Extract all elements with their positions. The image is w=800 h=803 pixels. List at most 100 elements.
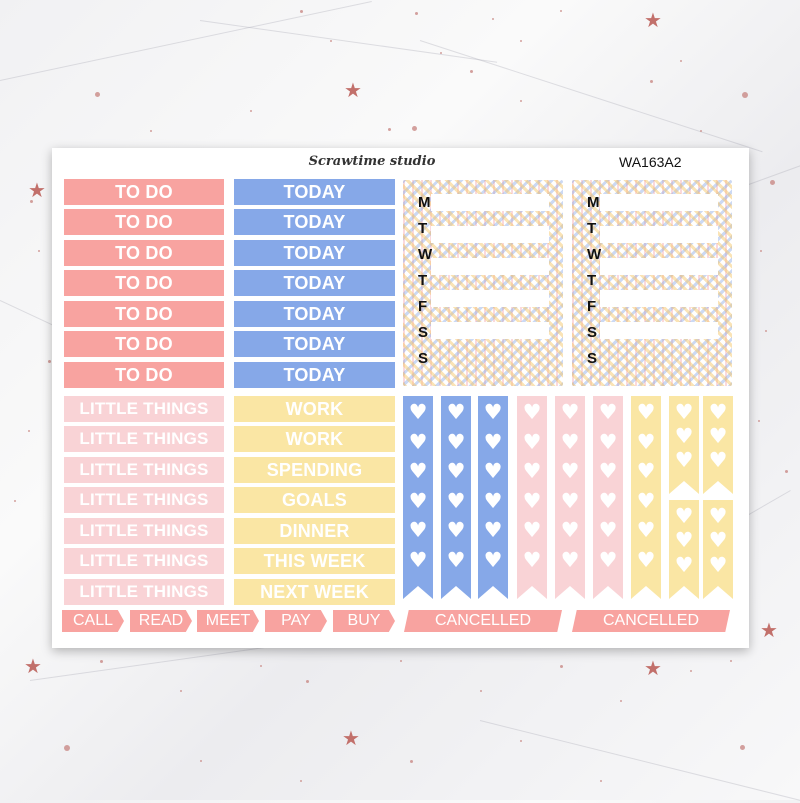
day-line <box>600 258 718 275</box>
today-sticker[interactable]: TODAY <box>234 179 395 205</box>
glitter-dot <box>765 330 767 332</box>
glitter-dot <box>785 470 788 473</box>
glitter-dot <box>306 680 309 683</box>
little-things-sticker[interactable]: LITTLE THINGS <box>64 579 224 605</box>
cancelled-tab[interactable]: CANCELLED <box>572 610 730 632</box>
weekly-box-right[interactable]: M T W T F S S <box>572 180 732 386</box>
heart-icon: ♥ <box>446 488 466 513</box>
heart-icon: ♥ <box>483 429 503 454</box>
todo-sticker[interactable]: TO DO <box>64 270 224 296</box>
heart-icon: ♥ <box>522 488 542 513</box>
day-letter: M <box>587 194 600 211</box>
heart-icon: ♥ <box>446 547 466 572</box>
glitter-dot <box>100 660 103 663</box>
heart-icon: ♥ <box>708 528 728 553</box>
this-week-sticker[interactable]: THIS WEEK <box>234 548 395 574</box>
heart-icon: ♥ <box>636 400 656 424</box>
glitter-dot <box>150 130 152 132</box>
marble-vein <box>419 40 763 153</box>
heart-icon: ♥ <box>598 400 618 424</box>
heart-icon: ♥ <box>674 504 694 528</box>
glitter-dot <box>28 430 30 432</box>
work-sticker[interactable]: WORK <box>234 396 395 422</box>
todo-sticker[interactable]: TO DO <box>64 209 224 235</box>
heart-icon: ♥ <box>522 547 542 572</box>
today-sticker[interactable]: TODAY <box>234 301 395 327</box>
heart-flag-sticker[interactable]: ♥ ♥ ♥ ♥ ♥ ♥ <box>517 396 547 599</box>
weekly-box-left[interactable]: M T W T F S S <box>403 180 563 386</box>
day-line <box>600 226 718 243</box>
todo-sticker[interactable]: TO DO <box>64 362 224 388</box>
pay-tab[interactable]: PAY <box>265 610 327 632</box>
glitter-dot <box>480 690 482 692</box>
todo-sticker[interactable]: TO DO <box>64 331 224 357</box>
spending-sticker[interactable]: SPENDING <box>234 457 395 483</box>
heart-icon: ♥ <box>483 459 503 483</box>
today-sticker[interactable]: TODAY <box>234 240 395 266</box>
heart-flag-sticker[interactable]: ♥ ♥ ♥ ♥ ♥ ♥ <box>593 396 623 599</box>
star-icon: ★ <box>644 656 662 680</box>
heart-icon: ♥ <box>408 547 428 572</box>
heart-icon: ♥ <box>408 400 428 424</box>
today-sticker[interactable]: TODAY <box>234 362 395 388</box>
today-sticker[interactable]: TODAY <box>234 209 395 235</box>
glitter-dot <box>730 660 732 662</box>
heart-icon: ♥ <box>560 518 580 542</box>
heart-icon: ♥ <box>522 400 542 424</box>
heart-icon: ♥ <box>708 448 728 472</box>
goals-sticker[interactable]: GOALS <box>234 487 395 513</box>
glitter-dot <box>650 80 653 83</box>
today-sticker[interactable]: TODAY <box>234 270 395 296</box>
heart-flag-sticker[interactable]: ♥ ♥ ♥ ♥ ♥ ♥ <box>403 396 433 599</box>
todo-sticker[interactable]: TO DO <box>64 179 224 205</box>
heart-flag-sticker[interactable]: ♥ ♥ ♥ <box>703 500 733 599</box>
heart-flag-sticker[interactable]: ♥ ♥ ♥ <box>703 396 733 494</box>
day-line <box>431 226 549 243</box>
star-icon: ★ <box>644 8 662 32</box>
little-things-sticker[interactable]: LITTLE THINGS <box>64 426 224 452</box>
call-tab[interactable]: CALL <box>62 610 124 632</box>
marble-vein <box>199 20 498 63</box>
little-things-sticker[interactable]: LITTLE THINGS <box>64 518 224 544</box>
cancelled-tab[interactable]: CANCELLED <box>404 610 562 632</box>
glitter-dot <box>95 92 100 97</box>
little-things-sticker[interactable]: LITTLE THINGS <box>64 487 224 513</box>
day-line <box>431 194 549 211</box>
heart-flag-sticker[interactable]: ♥ ♥ ♥ <box>669 500 699 599</box>
glitter-dot <box>300 780 302 782</box>
glitter-dot <box>440 52 442 54</box>
heart-flag-sticker[interactable]: ♥ ♥ ♥ ♥ ♥ ♥ <box>441 396 471 599</box>
brand-logo: Scrawtime studio <box>308 154 436 169</box>
heart-flag-sticker[interactable]: ♥ ♥ ♥ ♥ ♥ ♥ <box>478 396 508 599</box>
glitter-dot <box>180 690 182 692</box>
little-things-sticker[interactable]: LITTLE THINGS <box>64 396 224 422</box>
read-tab[interactable]: READ <box>130 610 192 632</box>
next-week-sticker[interactable]: NEXT WEEK <box>234 579 395 605</box>
todo-sticker[interactable]: TO DO <box>64 240 224 266</box>
heart-icon: ♥ <box>598 547 618 572</box>
heart-flag-sticker[interactable]: ♥ ♥ ♥ ♥ ♥ ♥ <box>555 396 585 599</box>
dinner-sticker[interactable]: DINNER <box>234 518 395 544</box>
little-things-sticker[interactable]: LITTLE THINGS <box>64 457 224 483</box>
today-sticker[interactable]: TODAY <box>234 331 395 357</box>
day-letter: T <box>418 220 428 237</box>
star-icon: ★ <box>342 726 360 750</box>
day-letter: T <box>418 272 428 289</box>
glitter-dot <box>600 780 602 782</box>
todo-sticker[interactable]: TO DO <box>64 301 224 327</box>
buy-tab[interactable]: BUY <box>333 610 395 632</box>
day-line <box>431 322 549 339</box>
heart-flag-sticker[interactable]: ♥ ♥ ♥ <box>669 396 699 494</box>
day-letter: S <box>418 350 429 367</box>
meet-tab[interactable]: MEET <box>197 610 259 632</box>
heart-flag-sticker[interactable]: ♥ ♥ ♥ ♥ ♥ ♥ <box>631 396 661 599</box>
work-sticker[interactable]: WORK <box>234 426 395 452</box>
little-things-sticker[interactable]: LITTLE THINGS <box>64 548 224 574</box>
heart-icon: ♥ <box>708 424 728 448</box>
heart-icon: ♥ <box>674 528 694 553</box>
glitter-dot <box>64 745 70 751</box>
glitter-dot <box>690 670 692 672</box>
glitter-dot <box>770 180 775 185</box>
day-letter: F <box>587 298 597 315</box>
glitter-dot <box>48 360 51 363</box>
